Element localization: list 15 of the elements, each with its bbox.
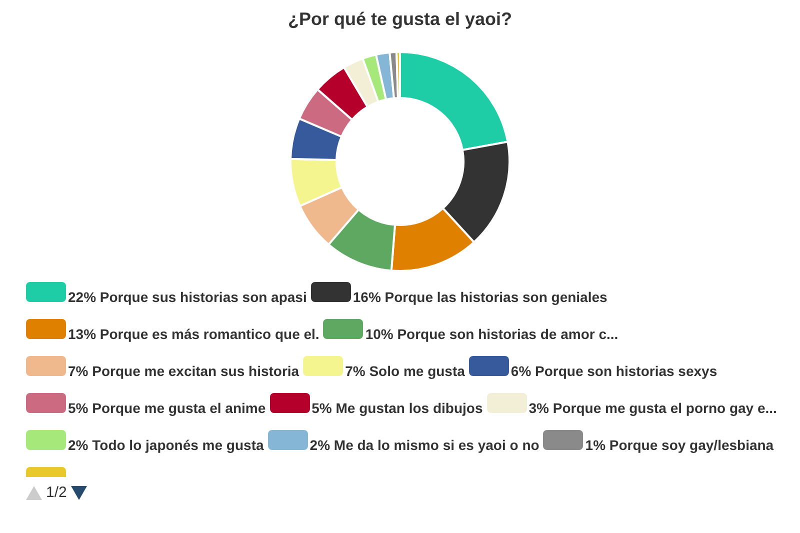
legend-label: 13% Porque es más romantico que el. [68,326,320,342]
legend-label: 3% Porque me gusta el porno gay e... [528,400,777,416]
legend-label: 7% Solo me gusta [345,363,465,380]
legend-label: 1% Porque soy gay/lesbiana [585,437,774,454]
legend-label: 5% Me gustan los dibujos [312,400,483,416]
text: 1/2 [46,484,67,501]
legend-label: 2% Todo lo japonés me gusta [68,437,264,454]
legend-label: 5% Porque me gusta el anime [68,400,266,416]
legend-label: 10% Porque son historias de amor c... [365,326,618,342]
legend-label: 16% Porque las historias son geniales [352,289,608,306]
legend-label: 2% Me da lo mismo si es yaoi o no [310,437,540,454]
legend-label: 22% Porque sus historias son apasi [68,289,307,306]
legend-label: 6% Porque son historias sexys [510,363,718,380]
legend-label: 7% Porque me excitan sus historia [68,363,300,380]
chart-title: ¿Por qué te gusta el yaoi? [288,8,512,29]
